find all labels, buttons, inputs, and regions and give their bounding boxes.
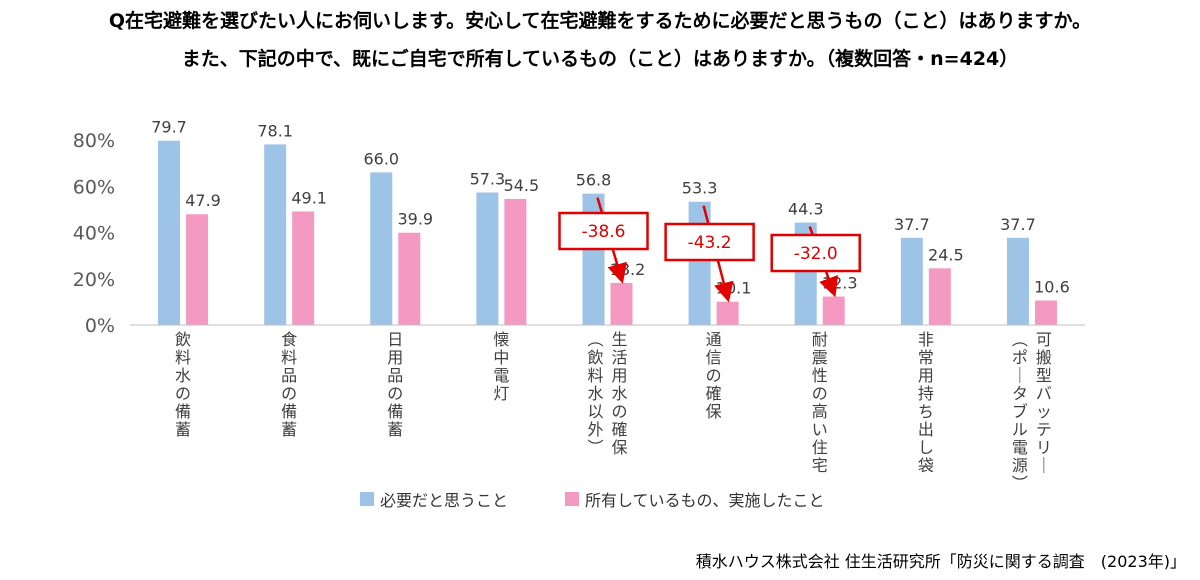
chart-title-line-2: また、下記の中で、既にご自宅で所有しているもの（こと）はありますか。（複数回答・… bbox=[181, 48, 1019, 70]
bar-needed bbox=[370, 172, 393, 325]
bar-needed bbox=[1006, 237, 1029, 325]
difference-callout-label: -43.2 bbox=[688, 233, 732, 253]
bar-owned bbox=[716, 301, 739, 325]
category-label: 非常用持ち出し袋 bbox=[918, 330, 934, 475]
category-label: 通信の確保 bbox=[706, 330, 722, 421]
legend-label-needed: 必要だと思うこと bbox=[380, 491, 509, 510]
bar-needed bbox=[900, 237, 923, 325]
legend-label-owned: 所有しているもの、実施したこと bbox=[585, 491, 825, 510]
legend-item-owned: 所有しているもの、実施したこと bbox=[565, 487, 825, 511]
legend-item-needed: 必要だと思うこと bbox=[360, 487, 508, 511]
data-label-needed: 53.3 bbox=[682, 179, 718, 198]
data-label-needed: 66.0 bbox=[363, 149, 399, 168]
legend-swatch-owned bbox=[565, 492, 579, 506]
category-label: 日用品の備蓄 bbox=[387, 330, 403, 439]
category-label: 飲料水の備蓄 bbox=[175, 330, 191, 439]
data-label-needed: 44.3 bbox=[788, 200, 824, 219]
y-tick-label: 40% bbox=[73, 223, 115, 245]
bar-owned bbox=[504, 198, 527, 325]
data-label-owned: 54.5 bbox=[504, 176, 540, 195]
data-label-owned: 18.2 bbox=[610, 260, 646, 279]
legend: 必要だと思うこと 所有しているもの、実施したこと bbox=[0, 487, 1200, 511]
data-label-needed: 56.8 bbox=[576, 171, 612, 190]
difference-callout-box bbox=[664, 222, 755, 262]
category-label: 耐震性の高い住宅 bbox=[812, 330, 828, 475]
category-label: ︵飲料水以外︶ bbox=[587, 330, 603, 457]
data-label-needed: 57.3 bbox=[470, 169, 506, 188]
y-tick-label: 0% bbox=[85, 315, 115, 337]
difference-callout-box bbox=[770, 233, 861, 273]
source-credit: 積水ハウス株式会社 住生活研究所「防災に関する調査 (2023年)」 bbox=[695, 552, 1186, 571]
bar-owned bbox=[292, 211, 315, 325]
bar-owned bbox=[1034, 300, 1057, 325]
data-label-needed: 37.7 bbox=[1000, 215, 1036, 234]
legend-swatch-needed bbox=[360, 492, 374, 506]
bar-owned bbox=[928, 268, 951, 325]
category-label: 食料品の備蓄 bbox=[281, 330, 297, 439]
data-label-owned: 39.9 bbox=[397, 210, 433, 229]
category-label: 生活用水の確保 bbox=[611, 330, 627, 457]
bar-owned bbox=[610, 282, 633, 325]
data-label-owned: 10.6 bbox=[1034, 277, 1070, 296]
y-tick-label: 60% bbox=[73, 176, 115, 198]
y-tick-label: 80% bbox=[73, 130, 115, 152]
category-label: 可搬型バッテリ｜ bbox=[1036, 330, 1052, 475]
chart-title-line-1: Q在宅避難を選びたい人にお伺いします。安心して在宅避難をするために必要だと思うも… bbox=[108, 10, 1092, 32]
difference-callout-label: -38.6 bbox=[582, 222, 626, 242]
data-label-needed: 79.7 bbox=[151, 118, 187, 137]
data-label-owned: 49.1 bbox=[291, 188, 327, 207]
bar-owned bbox=[398, 232, 421, 325]
data-label-needed: 78.1 bbox=[257, 121, 293, 140]
data-label-owned: 47.9 bbox=[185, 191, 221, 210]
data-label-needed: 37.7 bbox=[894, 215, 930, 234]
data-label-owned: 10.1 bbox=[716, 279, 752, 298]
y-tick-label: 20% bbox=[73, 269, 115, 291]
category-label: 懐中電灯 bbox=[493, 330, 509, 403]
category-label: ︵ポ｜タブル電源︶ bbox=[1012, 330, 1028, 493]
difference-callout-label: -32.0 bbox=[794, 244, 838, 264]
difference-callout-box bbox=[558, 211, 649, 251]
bar-needed bbox=[158, 140, 181, 325]
bar-owned bbox=[822, 296, 845, 325]
bar-needed bbox=[264, 144, 287, 325]
bar-owned bbox=[186, 214, 209, 325]
data-label-owned: 24.5 bbox=[928, 245, 964, 264]
bar-needed bbox=[476, 192, 499, 325]
